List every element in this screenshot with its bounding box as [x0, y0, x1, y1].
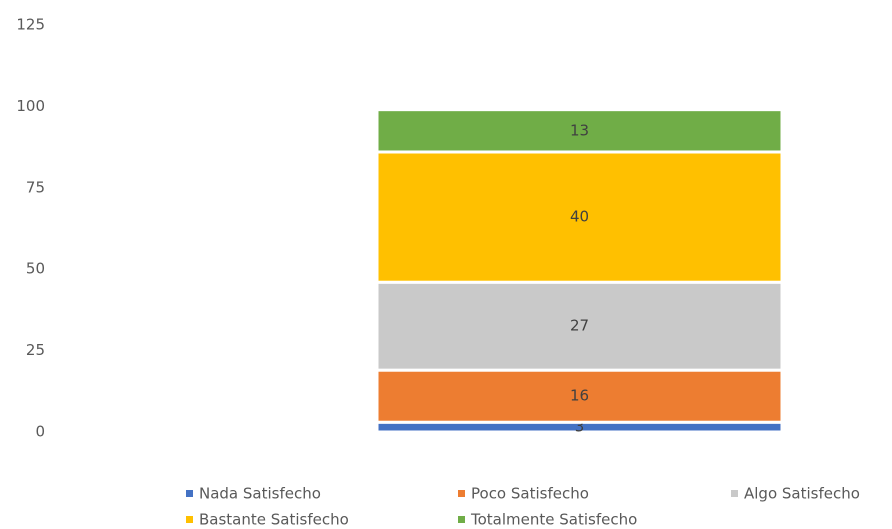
legend-label: Nada Satisfecho — [199, 485, 321, 503]
legend-swatch — [458, 490, 465, 497]
bar-segment — [375, 108, 784, 154]
legend-label: Totalmente Satisfecho — [470, 511, 637, 529]
y-tick-label: 0 — [35, 423, 45, 441]
legend-swatch — [186, 490, 193, 497]
legend-label: Bastante Satisfecho — [199, 511, 349, 529]
y-tick-label: 50 — [26, 260, 45, 278]
data-label: 16 — [570, 387, 589, 405]
y-tick-label: 125 — [16, 16, 45, 34]
bar-segment — [375, 368, 784, 424]
data-label: 3 — [575, 418, 585, 436]
data-label: 40 — [570, 208, 589, 226]
legend-swatch — [731, 490, 738, 497]
data-label: 27 — [570, 317, 589, 335]
data-label: 13 — [570, 121, 589, 139]
legend-swatch — [458, 516, 465, 523]
y-tick-label: 100 — [16, 97, 45, 115]
legend-label: Algo Satisfecho — [744, 485, 860, 503]
legend-swatch — [186, 516, 193, 523]
y-tick-label: 25 — [26, 341, 45, 359]
y-tick-label: 75 — [26, 178, 45, 196]
legend-label: Poco Satisfecho — [471, 485, 589, 503]
bar-segment — [375, 150, 784, 284]
